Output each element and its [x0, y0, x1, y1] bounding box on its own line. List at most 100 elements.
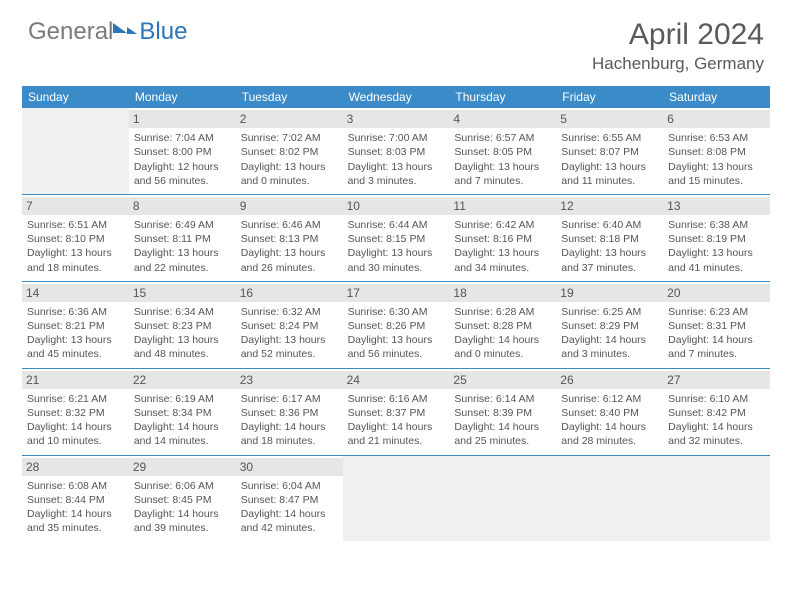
- calendar-cell: 3Sunrise: 7:00 AMSunset: 8:03 PMDaylight…: [343, 108, 450, 194]
- day-number: 23: [236, 371, 343, 389]
- day-number: 5: [556, 110, 663, 128]
- calendar: SundayMondayTuesdayWednesdayThursdayFrid…: [22, 86, 770, 541]
- calendar-cell: 4 Sunrise: 6:57 AMSunset: 8:05 PMDaylight…: [449, 108, 556, 194]
- calendar-cell: 9 Sunrise: 6:46 AMSunset: 8:13 PMDaylight…: [236, 195, 343, 281]
- day-number: 27: [663, 371, 770, 389]
- cell-details: Sunrise: 6:23 AMSunset: 8:31 PMDaylight:…: [667, 305, 766, 362]
- calendar-cell: 7 Sunrise: 6:51 AMSunset: 8:10 PMDaylight…: [22, 195, 129, 281]
- day-number: 1: [129, 110, 236, 128]
- header-right: April 2024 Hachenburg, Germany: [592, 18, 764, 74]
- day-number: 9: [236, 197, 343, 215]
- day-number: 3: [343, 110, 450, 128]
- cell-details: Sunrise: 6:10 AMSunset: 8:42 PMDaylight:…: [667, 392, 766, 449]
- day-number: 16: [236, 284, 343, 302]
- calendar-cell: 18 Sunrise: 6:28 AMSunset: 8:28 PMDayligh…: [449, 282, 556, 368]
- calendar-cell: 24 Sunrise: 6:16 AMSunset: 8:37 PMDayligh…: [343, 369, 450, 455]
- week-row: 7 Sunrise: 6:51 AMSunset: 8:10 PMDaylight…: [22, 195, 770, 282]
- day-header-tuesday: Tuesday: [236, 86, 343, 108]
- cell-details: Sunrise: 6:06 AMSunset: 8:45 PMDaylight:…: [133, 479, 232, 536]
- calendar-cell: 11 Sunrise: 6:42 AMSunset: 8:16 PMDayligh…: [449, 195, 556, 281]
- day-header-thursday: Thursday: [449, 86, 556, 108]
- logo-text-blue: Blue: [119, 18, 187, 46]
- day-header-monday: Monday: [129, 86, 236, 108]
- calendar-cell: 26 Sunrise: 6:12 AMSunset: 8:40 PMDayligh…: [556, 369, 663, 455]
- day-number: 12: [556, 197, 663, 215]
- cell-details: Sunrise: 6:46 AMSunset: 8:13 PMDaylight:…: [240, 218, 339, 275]
- cell-details: Sunrise: 6:34 AMSunset: 8:23 PMDaylight:…: [133, 305, 232, 362]
- day-number: 18: [449, 284, 556, 302]
- calendar-cell: [449, 456, 556, 542]
- cell-details: Sunrise: 6:40 AMSunset: 8:18 PMDaylight:…: [560, 218, 659, 275]
- day-header-sunday: Sunday: [22, 86, 129, 108]
- cell-details: Sunrise: 7:02 AMSunset: 8:02 PMDaylight:…: [240, 131, 339, 188]
- day-number: 6: [663, 110, 770, 128]
- day-number: 15: [129, 284, 236, 302]
- calendar-cell: 29 Sunrise: 6:06 AMSunset: 8:45 PMDayligh…: [129, 456, 236, 542]
- calendar-cell: 13 Sunrise: 6:38 AMSunset: 8:19 PMDayligh…: [663, 195, 770, 281]
- day-number: 29: [129, 458, 236, 476]
- cell-details: Sunrise: 6:57 AMSunset: 8:05 PMDaylight:…: [453, 131, 552, 188]
- cell-details: Sunrise: 6:36 AMSunset: 8:21 PMDaylight:…: [26, 305, 125, 362]
- cell-details: Sunrise: 6:14 AMSunset: 8:39 PMDaylight:…: [453, 392, 552, 449]
- calendar-cell: 30Sunrise: 6:04 AMSunset: 8:47 PMDayligh…: [236, 456, 343, 542]
- calendar-cell: [343, 456, 450, 542]
- cell-details: Sunrise: 6:04 AMSunset: 8:47 PMDaylight:…: [240, 479, 339, 536]
- calendar-cell: 16Sunrise: 6:32 AMSunset: 8:24 PMDayligh…: [236, 282, 343, 368]
- cell-details: Sunrise: 6:42 AMSunset: 8:16 PMDaylight:…: [453, 218, 552, 275]
- day-number: 7: [22, 197, 129, 215]
- calendar-cell: [22, 108, 129, 194]
- day-number: 14: [22, 284, 129, 302]
- calendar-cell: 14 Sunrise: 6:36 AMSunset: 8:21 PMDayligh…: [22, 282, 129, 368]
- calendar-cell: 25 Sunrise: 6:14 AMSunset: 8:39 PMDayligh…: [449, 369, 556, 455]
- calendar-cell: 23 Sunrise: 6:17 AMSunset: 8:36 PMDayligh…: [236, 369, 343, 455]
- day-number: 25: [449, 371, 556, 389]
- calendar-cell: 15 Sunrise: 6:34 AMSunset: 8:23 PMDayligh…: [129, 282, 236, 368]
- day-number: 10: [343, 197, 450, 215]
- calendar-cell: 20 Sunrise: 6:23 AMSunset: 8:31 PMDayligh…: [663, 282, 770, 368]
- day-number: 11: [449, 197, 556, 215]
- cell-details: Sunrise: 6:12 AMSunset: 8:40 PMDaylight:…: [560, 392, 659, 449]
- calendar-cell: 19Sunrise: 6:25 AMSunset: 8:29 PMDayligh…: [556, 282, 663, 368]
- calendar-cell: 21 Sunrise: 6:21 AMSunset: 8:32 PMDayligh…: [22, 369, 129, 455]
- calendar-cell: 6 Sunrise: 6:53 AMSunset: 8:08 PMDaylight…: [663, 108, 770, 194]
- cell-details: Sunrise: 6:51 AMSunset: 8:10 PMDaylight:…: [26, 218, 125, 275]
- cell-details: Sunrise: 6:08 AMSunset: 8:44 PMDaylight:…: [26, 479, 125, 536]
- cell-details: Sunrise: 6:19 AMSunset: 8:34 PMDaylight:…: [133, 392, 232, 449]
- cell-details: Sunrise: 6:16 AMSunset: 8:37 PMDaylight:…: [347, 392, 446, 449]
- calendar-cell: 2 Sunrise: 7:02 AMSunset: 8:02 PMDaylight…: [236, 108, 343, 194]
- day-number: 19: [556, 284, 663, 302]
- week-row: 28 Sunrise: 6:08 AMSunset: 8:44 PMDayligh…: [22, 456, 770, 542]
- day-number: 21: [22, 371, 129, 389]
- cell-details: Sunrise: 6:38 AMSunset: 8:19 PMDaylight:…: [667, 218, 766, 275]
- calendar-cell: 8Sunrise: 6:49 AMSunset: 8:11 PMDaylight…: [129, 195, 236, 281]
- day-header-wednesday: Wednesday: [343, 86, 450, 108]
- cell-details: Sunrise: 6:30 AMSunset: 8:26 PMDaylight:…: [347, 305, 446, 362]
- calendar-cell: 17 Sunrise: 6:30 AMSunset: 8:26 PMDayligh…: [343, 282, 450, 368]
- day-header-saturday: Saturday: [663, 86, 770, 108]
- cell-details: Sunrise: 6:21 AMSunset: 8:32 PMDaylight:…: [26, 392, 125, 449]
- cell-details: Sunrise: 6:55 AMSunset: 8:07 PMDaylight:…: [560, 131, 659, 188]
- week-row: 21 Sunrise: 6:21 AMSunset: 8:32 PMDayligh…: [22, 369, 770, 456]
- calendar-cell: 1 Sunrise: 7:04 AMSunset: 8:00 PMDaylight…: [129, 108, 236, 194]
- day-number: 28: [22, 458, 129, 476]
- cell-details: Sunrise: 6:17 AMSunset: 8:36 PMDaylight:…: [240, 392, 339, 449]
- calendar-cell: [556, 456, 663, 542]
- day-number: 2: [236, 110, 343, 128]
- week-row: 1 Sunrise: 7:04 AMSunset: 8:00 PMDaylight…: [22, 108, 770, 195]
- day-number: 8: [129, 197, 236, 215]
- cell-details: Sunrise: 6:44 AMSunset: 8:15 PMDaylight:…: [347, 218, 446, 275]
- day-number: 4: [449, 110, 556, 128]
- cell-details: Sunrise: 6:53 AMSunset: 8:08 PMDaylight:…: [667, 131, 766, 188]
- logo: General Blue: [28, 18, 187, 46]
- day-number: 13: [663, 197, 770, 215]
- week-row: 14 Sunrise: 6:36 AMSunset: 8:21 PMDayligh…: [22, 282, 770, 369]
- day-number: 17: [343, 284, 450, 302]
- day-number: 26: [556, 371, 663, 389]
- day-headers-row: SundayMondayTuesdayWednesdayThursdayFrid…: [22, 86, 770, 108]
- calendar-cell: 5 Sunrise: 6:55 AMSunset: 8:07 PMDaylight…: [556, 108, 663, 194]
- day-number: 20: [663, 284, 770, 302]
- month-title: April 2024: [592, 18, 764, 52]
- day-number: 24: [343, 371, 450, 389]
- cell-details: Sunrise: 6:28 AMSunset: 8:28 PMDaylight:…: [453, 305, 552, 362]
- cell-details: Sunrise: 7:04 AMSunset: 8:00 PMDaylight:…: [133, 131, 232, 188]
